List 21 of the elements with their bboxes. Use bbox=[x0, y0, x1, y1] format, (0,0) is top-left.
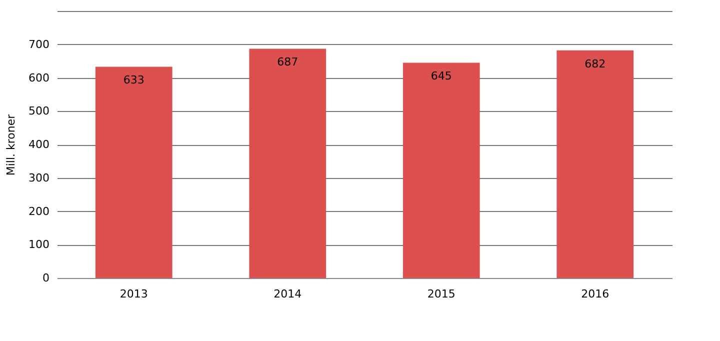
bar bbox=[556, 50, 634, 278]
data-label: 645 bbox=[430, 70, 452, 83]
y-tick-label: 500 bbox=[28, 104, 50, 118]
x-tick-label: 2015 bbox=[427, 288, 456, 300]
y-tick-label: 200 bbox=[28, 204, 50, 218]
data-label: 682 bbox=[584, 57, 606, 70]
y-tick-label: 300 bbox=[28, 171, 50, 184]
x-tick-label: 2014 bbox=[274, 288, 302, 300]
bar bbox=[95, 66, 172, 278]
y-tick-label: 700 bbox=[28, 38, 50, 51]
y-tick-label: 600 bbox=[28, 71, 50, 84]
y-tick-label: 100 bbox=[28, 238, 50, 252]
bar bbox=[402, 62, 480, 278]
data-label: 687 bbox=[277, 56, 298, 69]
y-axis-title: Mill. kroner bbox=[4, 114, 18, 176]
bar bbox=[249, 48, 326, 278]
y-tick-label: 400 bbox=[28, 138, 50, 151]
data-label: 633 bbox=[123, 74, 144, 87]
x-tick-label: 2016 bbox=[581, 288, 610, 300]
x-tick-label: 2013 bbox=[120, 288, 148, 300]
y-tick-label: 0 bbox=[42, 272, 50, 284]
